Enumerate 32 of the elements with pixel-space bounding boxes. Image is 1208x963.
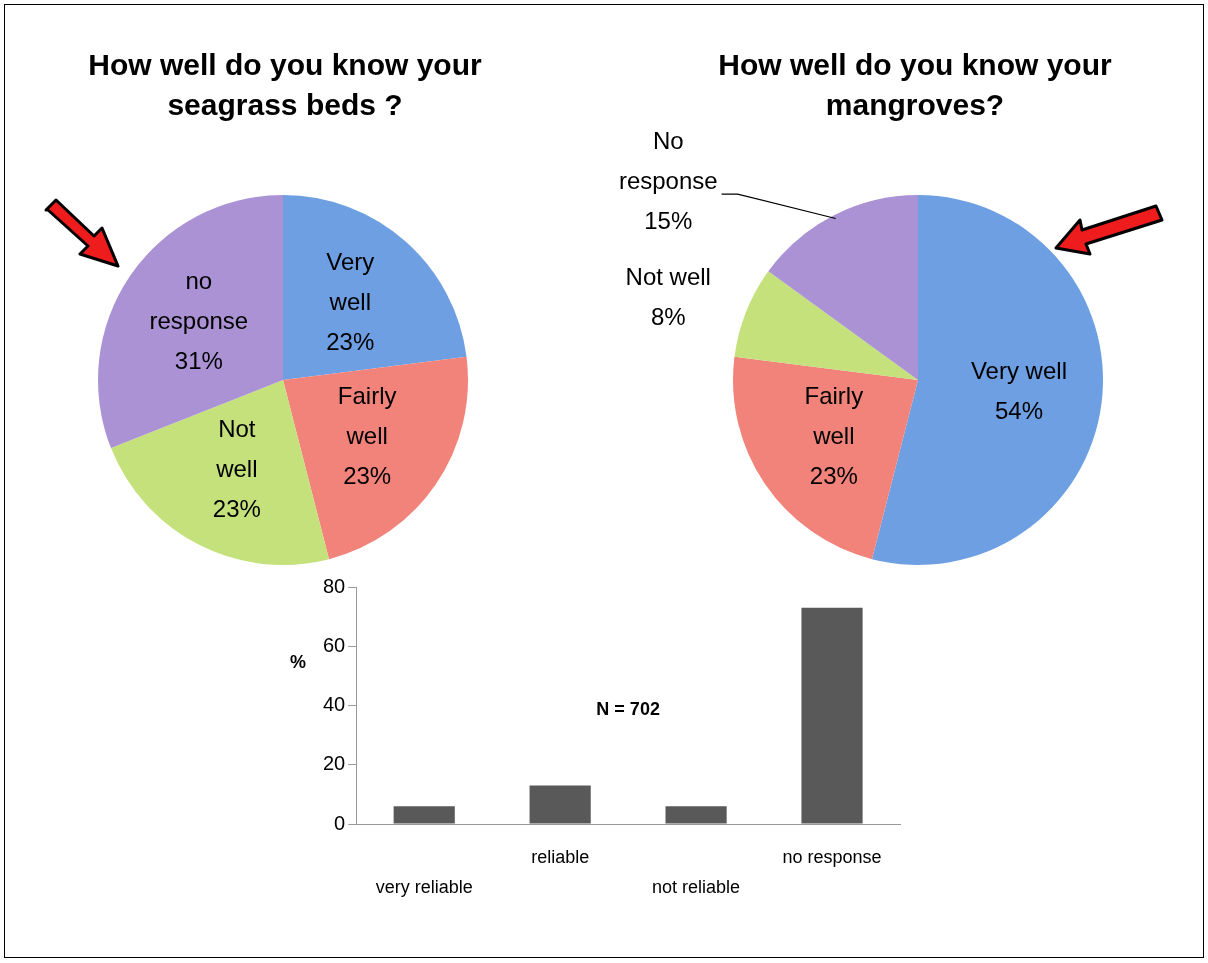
y-tick-label: 40 — [323, 693, 346, 716]
y-tick-label: 0 — [334, 811, 346, 834]
bar — [665, 806, 727, 824]
annotation: N = 702 — [596, 699, 660, 720]
slice-label: Not well — [625, 262, 711, 290]
data-label: 15% — [644, 206, 693, 234]
y-tick-label: 80 — [323, 574, 346, 597]
data-label: 23% — [809, 461, 858, 489]
slice-label: Fairly well — [337, 381, 397, 449]
bar — [529, 785, 591, 824]
y-tick-label: 60 — [323, 633, 346, 656]
bar — [393, 806, 455, 824]
slice-label: Very well — [326, 248, 375, 316]
data-label: 23% — [343, 461, 392, 489]
data-label: 8% — [650, 302, 686, 330]
slice-label: Not well — [215, 415, 258, 483]
slice-label: No response — [618, 126, 718, 194]
chart-title: How well do you know your seagrass beds ? — [87, 47, 483, 123]
slice-label: Fairly well — [804, 381, 864, 449]
x-tick-label: reliable — [531, 846, 590, 867]
data-label: 23% — [212, 495, 261, 523]
y-tick-label: 20 — [323, 752, 346, 775]
y-axis-title: % — [290, 652, 307, 673]
data-label: 23% — [326, 328, 375, 356]
bar — [801, 607, 863, 824]
slice-label: no response — [149, 267, 249, 335]
x-tick-label: not reliable — [652, 876, 741, 897]
slice-label: Very well — [970, 357, 1067, 385]
data-label: 54% — [994, 397, 1043, 425]
chart-title: How well do you know your mangroves? — [717, 47, 1113, 123]
x-tick-label: very reliable — [375, 876, 473, 897]
data-label: 31% — [174, 347, 223, 375]
